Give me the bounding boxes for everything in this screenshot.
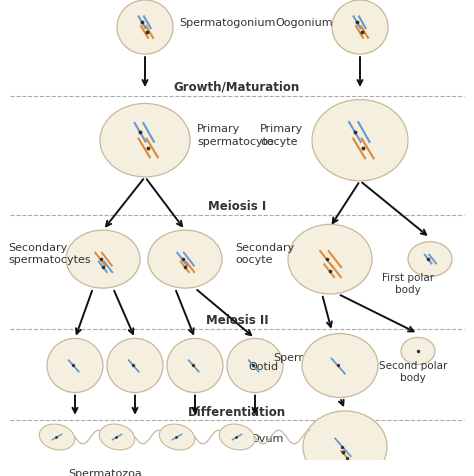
Text: Differentiation: Differentiation xyxy=(188,407,286,419)
Ellipse shape xyxy=(303,411,387,476)
Ellipse shape xyxy=(159,424,195,450)
Ellipse shape xyxy=(332,0,388,54)
Text: Oogonium: Oogonium xyxy=(275,18,333,28)
Ellipse shape xyxy=(117,0,173,54)
Text: Meiosis II: Meiosis II xyxy=(206,315,268,327)
Text: Secondary
oocyte: Secondary oocyte xyxy=(235,243,294,266)
Ellipse shape xyxy=(288,224,372,294)
Ellipse shape xyxy=(401,337,435,365)
Ellipse shape xyxy=(39,424,75,450)
Text: Meiosis I: Meiosis I xyxy=(208,200,266,213)
Ellipse shape xyxy=(99,424,135,450)
Ellipse shape xyxy=(148,230,222,288)
Text: First polar
body: First polar body xyxy=(382,273,434,296)
Ellipse shape xyxy=(167,338,223,393)
Ellipse shape xyxy=(219,424,255,450)
Text: Primary
spermatocyte: Primary spermatocyte xyxy=(197,124,274,147)
Ellipse shape xyxy=(47,338,103,393)
Ellipse shape xyxy=(227,338,283,393)
Text: Growth/Maturation: Growth/Maturation xyxy=(174,80,300,93)
Text: Second polar
body: Second polar body xyxy=(379,361,447,384)
Text: Ovum: Ovum xyxy=(250,434,283,444)
Text: Primary
oocyte: Primary oocyte xyxy=(260,124,303,147)
Ellipse shape xyxy=(66,230,140,288)
Text: Spermatozoa: Spermatozoa xyxy=(68,469,142,476)
Ellipse shape xyxy=(408,242,452,277)
Text: Secondary
spermatocytes: Secondary spermatocytes xyxy=(8,243,91,266)
Ellipse shape xyxy=(100,103,190,177)
Text: Spermatogonium: Spermatogonium xyxy=(179,18,275,28)
Text: Spermatids: Spermatids xyxy=(273,353,337,363)
Ellipse shape xyxy=(312,99,408,181)
Ellipse shape xyxy=(302,334,378,397)
Text: Ootid: Ootid xyxy=(248,362,278,372)
Ellipse shape xyxy=(107,338,163,393)
